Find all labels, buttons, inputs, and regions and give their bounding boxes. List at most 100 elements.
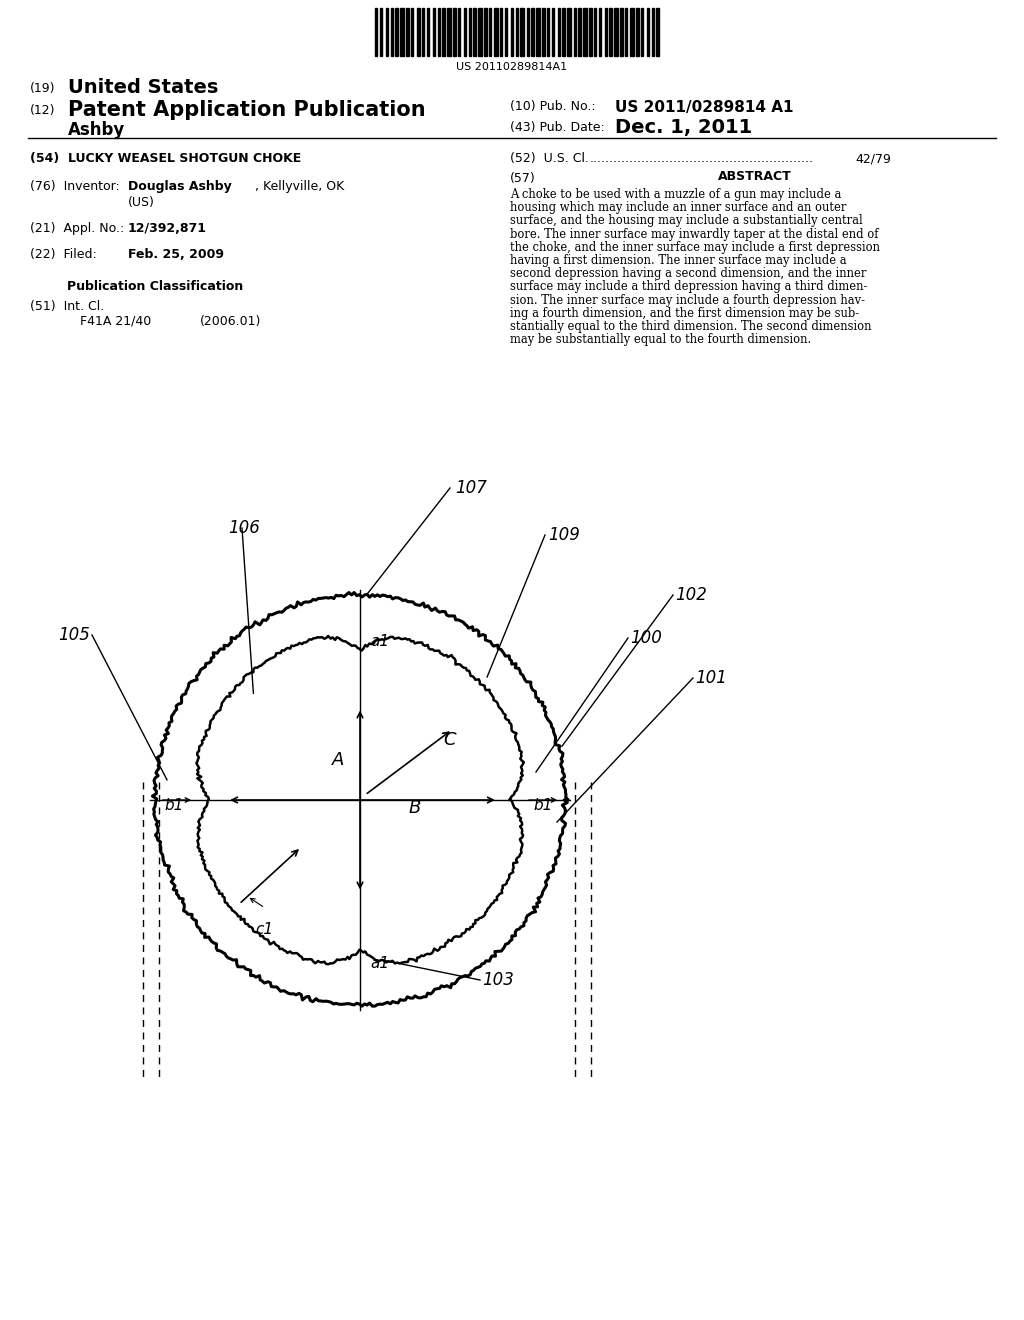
Bar: [433, 8, 435, 55]
Text: Ashby: Ashby: [68, 121, 125, 139]
Bar: [583, 8, 587, 55]
Text: (21)  Appl. No.:: (21) Appl. No.:: [30, 222, 124, 235]
Bar: [516, 8, 518, 55]
Bar: [447, 8, 451, 55]
Text: A choke to be used with a muzzle of a gun may include a: A choke to be used with a muzzle of a gu…: [510, 187, 842, 201]
Bar: [380, 8, 382, 55]
Text: (US): (US): [128, 195, 155, 209]
Bar: [442, 8, 445, 55]
Bar: [562, 8, 565, 55]
Bar: [656, 8, 659, 55]
Bar: [547, 8, 549, 55]
Text: United States: United States: [68, 78, 218, 96]
Bar: [620, 8, 623, 55]
Bar: [536, 8, 540, 55]
Text: 106: 106: [228, 519, 260, 537]
Text: bore. The inner surface may inwardly taper at the distal end of: bore. The inner surface may inwardly tap…: [510, 227, 879, 240]
Bar: [386, 8, 388, 55]
Text: 101: 101: [695, 669, 727, 686]
Text: may be substantially equal to the fourth dimension.: may be substantially equal to the fourth…: [510, 333, 811, 346]
Bar: [417, 8, 420, 55]
Bar: [531, 8, 534, 55]
Bar: [478, 8, 482, 55]
Bar: [625, 8, 627, 55]
Bar: [400, 8, 404, 55]
Text: (76)  Inventor:: (76) Inventor:: [30, 180, 120, 193]
Text: , Kellyville, OK: , Kellyville, OK: [255, 180, 344, 193]
Text: Publication Classification: Publication Classification: [67, 280, 243, 293]
Bar: [614, 8, 618, 55]
Text: ABSTRACT: ABSTRACT: [718, 170, 792, 183]
Text: 102: 102: [675, 586, 707, 605]
Bar: [578, 8, 581, 55]
Text: Patent Application Publication: Patent Application Publication: [68, 100, 426, 120]
Bar: [558, 8, 560, 55]
Bar: [594, 8, 596, 55]
Text: (43) Pub. Date:: (43) Pub. Date:: [510, 121, 605, 135]
Bar: [375, 8, 377, 55]
Text: stantially equal to the third dimension. The second dimension: stantially equal to the third dimension.…: [510, 319, 871, 333]
Text: 107: 107: [455, 479, 486, 498]
Bar: [567, 8, 571, 55]
Text: (22)  Filed:: (22) Filed:: [30, 248, 96, 261]
Text: a1: a1: [370, 635, 389, 649]
Bar: [453, 8, 456, 55]
Text: housing which may include an inner surface and an outer: housing which may include an inner surfa…: [510, 201, 847, 214]
Text: 42/79: 42/79: [855, 152, 891, 165]
Bar: [505, 8, 507, 55]
Text: having a first dimension. The inner surface may include a: having a first dimension. The inner surf…: [510, 253, 847, 267]
Text: ........................................................: ........................................…: [590, 152, 814, 165]
Bar: [427, 8, 429, 55]
Bar: [542, 8, 545, 55]
Bar: [609, 8, 612, 55]
Text: surface may include a third depression having a third dimen-: surface may include a third depression h…: [510, 280, 867, 293]
Text: (10) Pub. No.:: (10) Pub. No.:: [510, 100, 596, 114]
Text: second depression having a second dimension, and the inner: second depression having a second dimens…: [510, 267, 866, 280]
Text: surface, and the housing may include a substantially central: surface, and the housing may include a s…: [510, 214, 863, 227]
Bar: [395, 8, 398, 55]
Text: (54)  LUCKY WEASEL SHOTGUN CHOKE: (54) LUCKY WEASEL SHOTGUN CHOKE: [30, 152, 301, 165]
Bar: [411, 8, 413, 55]
Text: (57): (57): [510, 172, 536, 185]
Bar: [391, 8, 393, 55]
Bar: [406, 8, 409, 55]
Text: (12): (12): [30, 104, 55, 117]
Text: 105: 105: [58, 626, 90, 644]
Bar: [520, 8, 524, 55]
Bar: [552, 8, 554, 55]
Bar: [652, 8, 654, 55]
Bar: [464, 8, 466, 55]
Bar: [473, 8, 476, 55]
Text: US 2011/0289814 A1: US 2011/0289814 A1: [615, 100, 794, 115]
Bar: [469, 8, 471, 55]
Text: c1: c1: [255, 923, 273, 937]
Bar: [599, 8, 601, 55]
Text: US 20110289814A1: US 20110289814A1: [457, 62, 567, 73]
Text: (51)  Int. Cl.: (51) Int. Cl.: [30, 300, 104, 313]
Text: C: C: [443, 731, 457, 748]
Text: B: B: [409, 799, 421, 817]
Bar: [422, 8, 424, 55]
Bar: [511, 8, 513, 55]
Bar: [458, 8, 460, 55]
Bar: [484, 8, 487, 55]
Bar: [630, 8, 634, 55]
Bar: [494, 8, 498, 55]
Bar: [574, 8, 575, 55]
Bar: [647, 8, 649, 55]
Text: Douglas Ashby: Douglas Ashby: [128, 180, 231, 193]
Text: the choke, and the inner surface may include a first depression: the choke, and the inner surface may inc…: [510, 240, 880, 253]
Text: (19): (19): [30, 82, 55, 95]
Text: F41A 21/40: F41A 21/40: [80, 315, 152, 327]
Bar: [589, 8, 592, 55]
Text: A: A: [332, 751, 344, 770]
Text: 100: 100: [630, 630, 662, 647]
Text: 12/392,871: 12/392,871: [128, 222, 207, 235]
Text: Feb. 25, 2009: Feb. 25, 2009: [128, 248, 224, 261]
Text: sion. The inner surface may include a fourth depression hav-: sion. The inner surface may include a fo…: [510, 293, 865, 306]
Text: a1: a1: [370, 956, 389, 970]
Text: (2006.01): (2006.01): [200, 315, 261, 327]
Text: 103: 103: [482, 972, 514, 989]
Text: ing a fourth dimension, and the first dimension may be sub-: ing a fourth dimension, and the first di…: [510, 306, 859, 319]
Text: 109: 109: [548, 525, 580, 544]
